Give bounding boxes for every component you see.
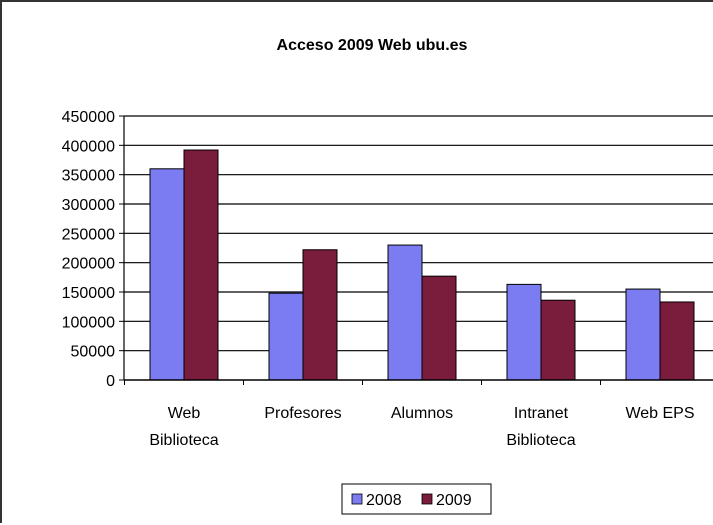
y-tick-label: 200000	[62, 256, 115, 273]
category-label: Web EPS	[625, 405, 694, 422]
y-axis-ticks: 0 50000 100000 150000 200000 250000 300000 3500…	[62, 109, 124, 390]
y-tick-label: 150000	[62, 285, 115, 302]
legend-swatch-2009	[421, 493, 433, 505]
y-tick-label: 300000	[62, 197, 115, 214]
category-label: Web Biblioteca	[149, 405, 218, 449]
legend-label-2008: 2008	[366, 492, 402, 509]
bar-2009-0	[183, 149, 219, 381]
y-tick-label: 0	[106, 373, 115, 390]
bar-2009-3	[540, 299, 576, 381]
legend-box	[341, 483, 492, 515]
y-tick-label: 350000	[62, 168, 115, 185]
bar-2008-2	[387, 244, 423, 381]
bar-2008-4	[625, 288, 661, 381]
bar-2008-1	[268, 292, 304, 381]
bar-2008-0	[149, 168, 185, 381]
bar-2009-4	[659, 301, 695, 381]
chart-title: Acceso 2009 Web ubu.es	[277, 37, 468, 54]
gridlines	[124, 115, 713, 352]
x-axis: Web Biblioteca Profesores Alumnos Intranet Bi…	[123, 116, 713, 449]
y-tick-label: 50000	[71, 344, 116, 361]
bar-2009-1	[302, 249, 338, 381]
category-label: Intranet Biblioteca	[506, 405, 575, 449]
category-label: Profesores	[264, 405, 341, 422]
bar-2009-2	[421, 275, 457, 381]
bars	[149, 149, 695, 381]
y-tick-label: 100000	[62, 314, 115, 331]
y-tick-label: 400000	[62, 138, 115, 155]
legend: 2008 2009	[341, 483, 492, 515]
category-label: Alumnos	[391, 405, 453, 422]
y-tick-label: 450000	[62, 109, 115, 126]
y-tick-label: 250000	[62, 226, 115, 243]
legend-label-2009: 2009	[436, 492, 472, 509]
bar-2008-3	[506, 283, 542, 381]
legend-swatch-2008	[351, 493, 363, 505]
